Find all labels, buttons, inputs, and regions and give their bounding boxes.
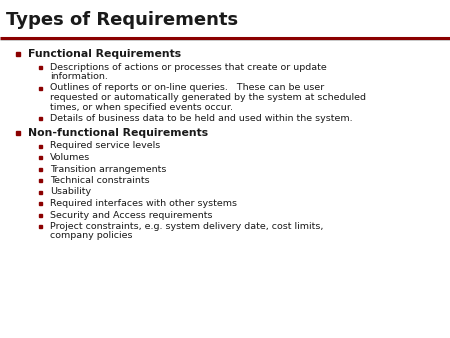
Text: Outlines of reports or on-line queries.   These can be user: Outlines of reports or on-line queries. … xyxy=(50,83,324,93)
Text: Project constraints, e.g. system delivery date, cost limits,: Project constraints, e.g. system deliver… xyxy=(50,222,324,231)
Bar xyxy=(39,66,41,69)
Text: Transition arrangements: Transition arrangements xyxy=(50,165,166,173)
Bar xyxy=(39,191,41,193)
Text: company policies: company policies xyxy=(50,232,132,241)
Bar xyxy=(39,202,41,205)
Text: information.: information. xyxy=(50,72,108,81)
Bar xyxy=(16,131,20,135)
Text: Security and Access requirements: Security and Access requirements xyxy=(50,211,212,219)
Bar xyxy=(39,179,41,182)
Text: times, or when specified events occur.: times, or when specified events occur. xyxy=(50,102,233,112)
Text: Required service levels: Required service levels xyxy=(50,142,160,150)
Text: Types of Requirements: Types of Requirements xyxy=(6,11,238,29)
Text: Functional Requirements: Functional Requirements xyxy=(28,49,181,59)
Text: requested or automatically generated by the system at scheduled: requested or automatically generated by … xyxy=(50,93,366,102)
Bar xyxy=(39,214,41,217)
Bar xyxy=(39,117,41,120)
Bar xyxy=(39,225,41,228)
Text: Details of business data to be held and used within the system.: Details of business data to be held and … xyxy=(50,114,353,123)
Bar xyxy=(39,168,41,170)
Bar xyxy=(39,145,41,147)
Text: Usability: Usability xyxy=(50,188,91,196)
Bar xyxy=(39,87,41,90)
Text: Non-functional Requirements: Non-functional Requirements xyxy=(28,128,208,138)
Text: Volumes: Volumes xyxy=(50,153,90,162)
Text: Technical constraints: Technical constraints xyxy=(50,176,149,185)
Bar xyxy=(16,52,20,56)
Bar xyxy=(39,156,41,159)
Text: Descriptions of actions or processes that create or update: Descriptions of actions or processes tha… xyxy=(50,63,327,72)
Text: Required interfaces with other systems: Required interfaces with other systems xyxy=(50,199,237,208)
